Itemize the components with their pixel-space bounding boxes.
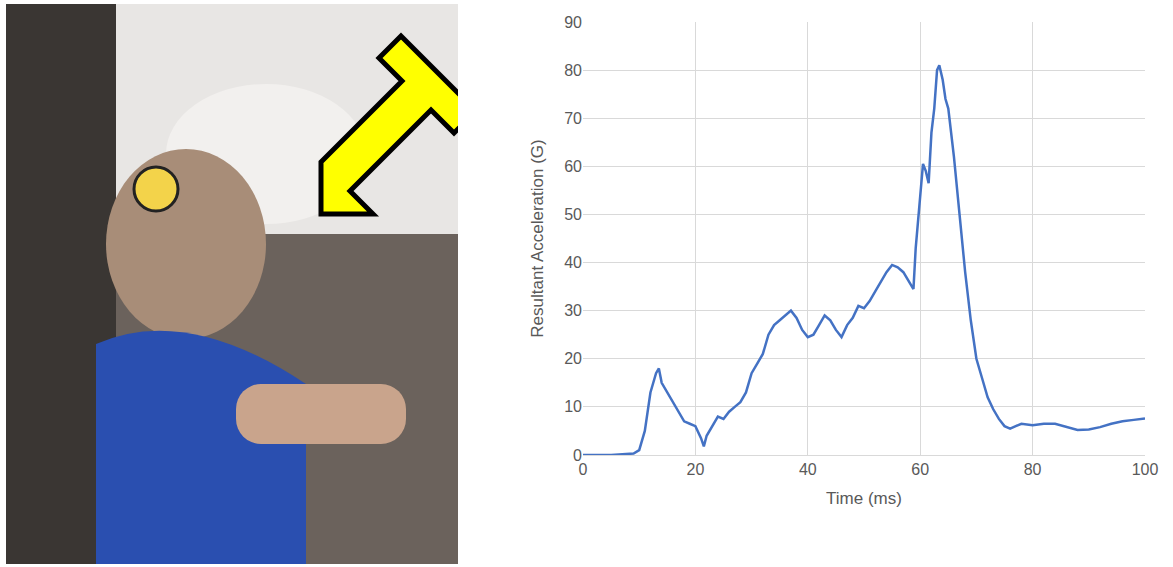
svg-text:0: 0 xyxy=(573,447,582,464)
svg-text:70: 70 xyxy=(564,110,582,127)
svg-text:90: 90 xyxy=(564,14,582,31)
svg-text:60: 60 xyxy=(564,158,582,175)
svg-text:100: 100 xyxy=(1132,461,1159,478)
svg-text:Time (ms): Time (ms) xyxy=(826,489,902,508)
svg-text:20: 20 xyxy=(564,350,582,367)
svg-text:20: 20 xyxy=(687,461,705,478)
svg-text:60: 60 xyxy=(911,461,929,478)
svg-text:0: 0 xyxy=(579,461,588,478)
svg-text:50: 50 xyxy=(564,206,582,223)
svg-text:80: 80 xyxy=(564,62,582,79)
svg-text:Resultant Acceleration (G): Resultant Acceleration (G) xyxy=(528,139,547,337)
svg-text:10: 10 xyxy=(564,398,582,415)
svg-text:80: 80 xyxy=(1024,461,1042,478)
svg-text:40: 40 xyxy=(564,254,582,271)
svg-text:40: 40 xyxy=(799,461,817,478)
svg-text:30: 30 xyxy=(564,302,582,319)
